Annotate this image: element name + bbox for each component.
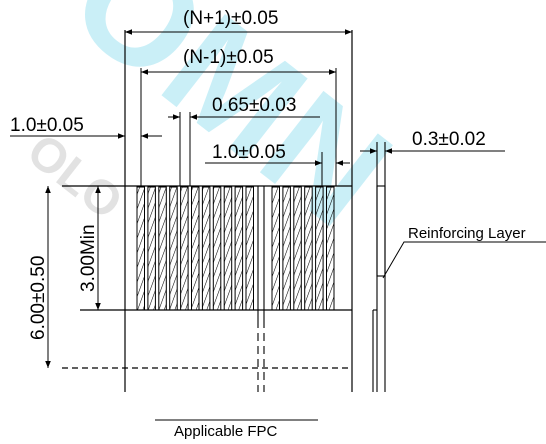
contact-pad-right-4 — [304, 186, 313, 311]
dim-pad-width — [168, 112, 320, 186]
label-pad-length: 3.00Min — [78, 224, 99, 292]
contact-pad-right-5 — [315, 186, 324, 311]
pad-group-left — [136, 186, 254, 311]
contact-pad-right-1 — [271, 186, 280, 311]
label-pitch-span: (N-1)±0.05 — [183, 47, 274, 68]
contact-pad-left-4 — [169, 186, 178, 311]
label-thickness: 0.3±0.02 — [412, 129, 486, 150]
label-pitch: 1.0±0.05 — [212, 142, 286, 163]
contact-pad-left-2 — [147, 186, 156, 311]
pad-group-right — [271, 186, 335, 311]
contact-pad-left-11 — [245, 186, 254, 311]
label-total-length: 6.00±0.50 — [28, 256, 49, 340]
contact-pad-right-2 — [282, 186, 291, 311]
label-pad-width: 0.65±0.03 — [212, 95, 296, 116]
contact-pad-left-1 — [136, 186, 145, 311]
contact-pad-left-7 — [201, 186, 211, 311]
side-view — [372, 142, 386, 392]
contact-pad-left-9 — [223, 186, 233, 311]
break-lines — [257, 186, 265, 392]
dim-pitch — [205, 152, 350, 186]
contact-pad-right-6 — [326, 186, 335, 311]
watermark-text-sub: OLO — [17, 124, 132, 230]
side-view-contact — [376, 185, 386, 277]
contact-pad-left-6 — [191, 186, 200, 311]
reinforcing-layer-leader — [382, 241, 546, 279]
label-reinforcing-layer: Reinforcing Layer — [408, 225, 526, 242]
contact-pad-left-3 — [158, 186, 167, 311]
contact-pad-right-3 — [293, 186, 302, 311]
label-overall-width: (N+1)±0.05 — [183, 8, 278, 29]
caption: Applicable FPC — [174, 423, 278, 440]
contact-pad-left-5 — [180, 186, 189, 311]
label-edge-offset: 1.0±0.05 — [10, 115, 84, 136]
contact-pad-left-8 — [212, 186, 222, 311]
contact-pad-left-10 — [234, 186, 244, 311]
